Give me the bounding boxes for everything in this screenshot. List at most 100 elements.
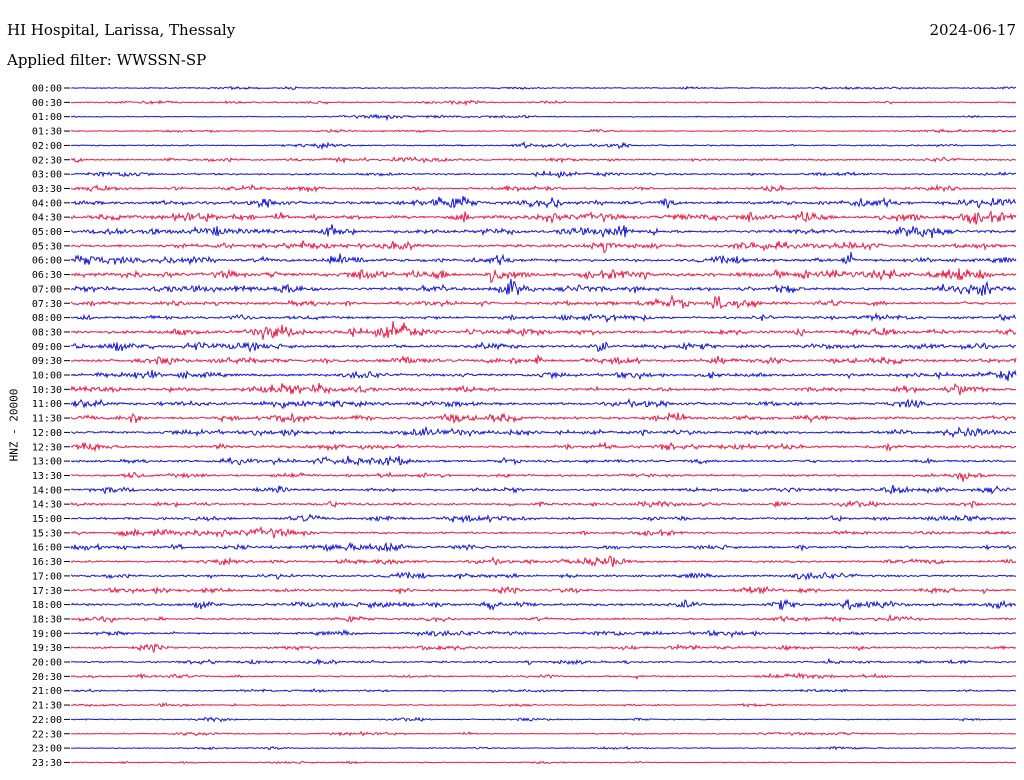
trace-row-0230	[70, 156, 1017, 165]
time-tick-label: 12:30	[32, 442, 62, 453]
trace-row-1930	[70, 642, 1017, 654]
time-tick-label: 07:00	[32, 284, 62, 295]
trace-row-1130	[70, 411, 1017, 424]
time-tick-label: 23:30	[32, 758, 62, 769]
time-tick-label: 03:30	[32, 184, 62, 195]
time-tick-label: 15:00	[32, 514, 62, 525]
time-tick-label: 13:00	[32, 457, 62, 468]
trace-row-1100	[70, 398, 1017, 410]
trace-row-2200	[70, 716, 1017, 723]
trace-row-0330	[70, 183, 1017, 193]
time-tick-label: 16:30	[32, 557, 62, 568]
time-tick-label: 18:30	[32, 614, 62, 625]
time-tick-label: 03:00	[32, 170, 62, 181]
trace-row-0600	[70, 252, 1017, 266]
trace-row-2000	[70, 657, 1017, 666]
time-tick-label: 01:30	[32, 127, 62, 138]
time-tick-label: 10:00	[32, 371, 62, 382]
trace-row-1300	[70, 455, 1017, 467]
time-tick-label: 23:00	[32, 744, 62, 755]
trace-row-0130	[70, 128, 1017, 134]
time-tick-label: 02:00	[32, 141, 62, 152]
time-tick-label: 14:30	[32, 500, 62, 511]
trace-row-1700	[70, 570, 1017, 581]
time-tick-label: 20:00	[32, 658, 62, 669]
time-tick-label: 00:30	[32, 98, 62, 109]
time-tick-label: 05:00	[32, 227, 62, 238]
time-tick-label: 15:30	[32, 528, 62, 539]
time-tick-label: 17:30	[32, 586, 62, 597]
time-tick-label: 04:00	[32, 198, 62, 209]
trace-row-0930	[70, 354, 1017, 366]
trace-row-1730	[71, 585, 1017, 595]
trace-row-0100	[70, 113, 1017, 122]
time-tick-label: 06:30	[32, 270, 62, 281]
time-tick-label: 06:00	[32, 256, 62, 267]
trace-row-0730	[70, 294, 1017, 310]
time-tick-label: 09:00	[32, 342, 62, 353]
trace-row-0530	[70, 240, 1017, 254]
trace-row-2230	[70, 730, 1017, 737]
trace-row-1000	[71, 369, 1017, 381]
time-tick-label: 08:30	[32, 327, 62, 338]
trace-row-1900	[70, 628, 1017, 639]
trace-row-1830	[70, 613, 1017, 623]
station-title: HI Hospital, Larissa, Thessaly	[7, 21, 236, 39]
trace-row-0300	[70, 170, 1017, 179]
date-label: 2024-06-17	[929, 21, 1016, 39]
time-tick-label: 08:00	[32, 313, 62, 324]
time-tick-label: 04:30	[32, 213, 62, 224]
trace-row-1400	[70, 484, 1017, 495]
time-tick-label: 05:30	[32, 241, 62, 252]
time-tick-label: 22:00	[32, 715, 62, 726]
trace-row-0400	[70, 195, 1017, 209]
time-tick-label: 21:30	[32, 701, 62, 712]
trace-row-1800	[70, 598, 1017, 611]
time-tick-label: 11:30	[32, 414, 62, 425]
trace-row-1630	[70, 555, 1017, 568]
trace-row-1330	[70, 471, 1016, 482]
time-tick-label: 09:30	[32, 356, 62, 367]
trace-row-2100	[71, 688, 1017, 694]
time-tick-label: 19:30	[32, 643, 62, 654]
trace-row-0430	[70, 210, 1017, 225]
time-tick-label: 01:00	[32, 112, 62, 123]
trace-row-1500	[70, 513, 1017, 524]
time-tick-label: 12:00	[32, 428, 62, 439]
filter-label: Applied filter: WWSSN-SP	[7, 51, 207, 69]
time-tick-label: 00:00	[32, 84, 62, 95]
trace-row-0200	[70, 140, 1017, 151]
trace-row-0500	[70, 224, 1017, 239]
trace-row-0030	[70, 99, 1017, 107]
trace-row-1030	[70, 382, 1017, 396]
time-tick-label: 14:00	[32, 485, 62, 496]
trace-row-2130	[70, 702, 1017, 708]
time-tick-labels: 00:00 00:30 01:00 01:30 02:00 02:30 03:00 03:30…	[32, 84, 70, 769]
time-tick-label: 21:00	[32, 686, 62, 697]
time-tick-label: 10:30	[32, 385, 62, 396]
time-tick-label: 17:00	[32, 571, 62, 582]
trace-row-1430	[70, 499, 1017, 510]
trace-row-1530	[70, 525, 1017, 539]
seismic-traces	[70, 85, 1017, 765]
trace-row-1600	[70, 541, 1017, 553]
trace-row-0800	[70, 312, 1017, 324]
trace-row-0830	[71, 321, 1017, 340]
time-tick-label: 11:00	[32, 399, 62, 410]
time-tick-label: 18:00	[32, 600, 62, 611]
trace-row-1200	[70, 425, 1017, 439]
trace-row-2300	[70, 745, 1016, 751]
time-tick-label: 16:00	[32, 543, 62, 554]
trace-row-2330	[70, 760, 1016, 765]
trace-row-0000	[70, 85, 1017, 91]
time-tick-label: 20:30	[32, 672, 62, 683]
trace-row-0630	[70, 268, 1017, 284]
time-tick-label: 02:30	[32, 155, 62, 166]
time-tick-label: 19:00	[32, 629, 62, 640]
time-tick-label: 22:30	[32, 729, 62, 740]
trace-row-2030	[70, 672, 1017, 680]
time-tick-label: 07:30	[32, 299, 62, 310]
trace-row-0700	[70, 278, 1017, 296]
trace-row-1230	[70, 441, 1017, 453]
